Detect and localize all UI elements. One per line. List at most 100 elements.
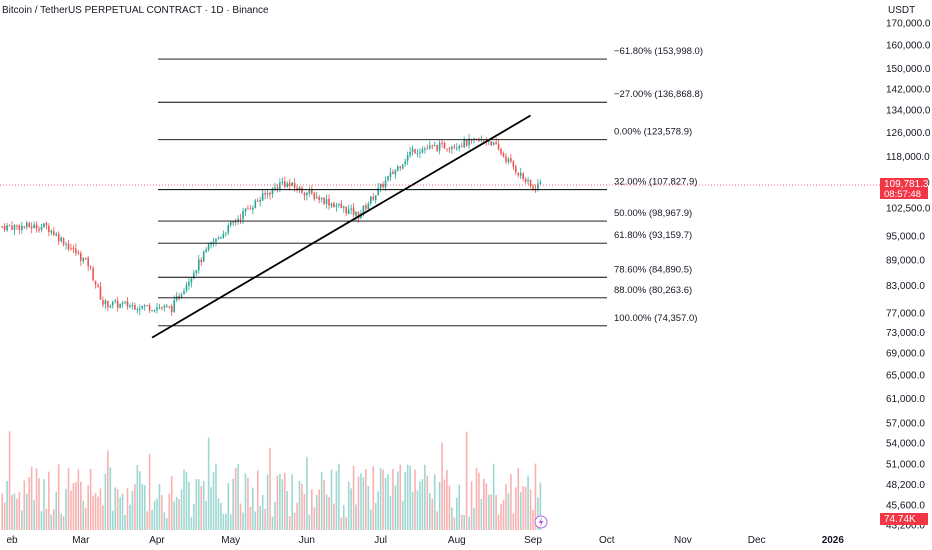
volume-bar	[473, 508, 475, 530]
time-tick-label: Aug	[448, 535, 466, 546]
volume-bar	[524, 486, 527, 530]
volume-bar	[3, 502, 6, 530]
volume-bar	[104, 473, 107, 530]
candle-body	[40, 226, 43, 230]
candle-body	[84, 258, 87, 260]
volume-bar	[82, 500, 85, 530]
volume-bar	[372, 466, 375, 530]
volume-bar	[119, 497, 121, 530]
candle-body	[25, 222, 28, 228]
volume-bar	[40, 511, 43, 530]
candle-body	[107, 301, 109, 308]
volume-bar	[193, 504, 195, 530]
volume-bar	[163, 512, 166, 530]
volume-bar	[166, 517, 168, 530]
trendline-group	[151, 114, 531, 339]
candle-body	[13, 225, 16, 230]
candle-body	[3, 226, 6, 230]
fib-level-label: −27.00% (136,868.8)	[614, 89, 703, 100]
candle-body	[207, 244, 210, 250]
volume-bar	[148, 453, 151, 530]
candle-body	[229, 222, 232, 225]
candle-body	[43, 223, 45, 228]
candle-body	[438, 142, 441, 151]
candle-body	[6, 225, 8, 231]
volume-bar	[355, 504, 357, 530]
candle-body	[458, 145, 461, 149]
candle-body	[421, 149, 424, 153]
volume-bar	[234, 468, 237, 530]
volume-bar	[537, 497, 539, 530]
candle-body	[419, 152, 421, 154]
candle-body	[495, 142, 497, 145]
candle-body	[465, 139, 468, 146]
volume-bar	[460, 514, 463, 530]
candle-body	[374, 195, 377, 201]
candle-body	[401, 164, 404, 169]
volume-bar	[419, 481, 421, 530]
time-tick-label: eb	[6, 535, 18, 546]
candle-body	[170, 305, 173, 313]
candle-body	[519, 172, 522, 176]
candle-body	[414, 149, 416, 154]
candle-body	[183, 291, 185, 294]
candle-body	[148, 305, 151, 311]
candle-body	[146, 305, 148, 307]
volume-bar	[475, 467, 478, 530]
candle-body	[394, 170, 397, 175]
price-tick-label: 160,000.0	[886, 41, 931, 52]
volume-bar	[131, 490, 134, 530]
volume-bar	[161, 494, 163, 530]
volume-bar	[232, 478, 234, 530]
volume-bar	[205, 500, 207, 530]
volume-bar	[124, 515, 126, 530]
candle-body	[286, 183, 289, 187]
candle-body	[23, 226, 26, 228]
candle-body	[318, 197, 320, 200]
candle-body	[313, 192, 316, 200]
candle-body	[67, 243, 70, 249]
volume-bar	[57, 464, 60, 530]
candle-body	[158, 307, 161, 309]
volume-bar	[433, 474, 436, 530]
volume-bar	[99, 488, 102, 530]
candle-body	[8, 225, 11, 227]
candle-body	[323, 197, 325, 204]
candle-body	[129, 305, 131, 308]
volume-bar	[146, 511, 148, 530]
volume-bar	[333, 503, 335, 530]
price-tick-label: 69,000.0	[886, 349, 925, 360]
volume-bar	[173, 501, 175, 530]
trendline[interactable]	[151, 114, 531, 339]
volume-bar	[362, 477, 365, 530]
volume-bar	[539, 482, 542, 530]
volume-bar	[320, 472, 323, 530]
lightning-icon[interactable]	[534, 515, 548, 529]
candle-body	[65, 244, 67, 246]
candle-body	[232, 221, 234, 223]
volume-bar	[153, 500, 156, 530]
volume-bar	[286, 491, 289, 530]
fib-level-label: 50.00% (98,967.9)	[614, 208, 692, 219]
candle-body	[532, 186, 534, 190]
candle-body	[443, 142, 446, 149]
volume-bar	[111, 510, 114, 530]
volume-bar	[202, 480, 205, 530]
candle-body	[426, 148, 429, 150]
candle-body	[315, 196, 318, 199]
volume-bar	[384, 477, 387, 530]
candle-body	[357, 212, 360, 219]
price-tick-label: 65,000.0	[886, 371, 925, 382]
volume-bar	[330, 469, 333, 530]
volume-bar	[458, 484, 461, 530]
price-tick-label: 89,000.0	[886, 255, 925, 266]
candle-body	[70, 248, 72, 250]
candle-body	[1, 226, 3, 228]
candle-body	[166, 305, 168, 307]
volume-bar	[207, 437, 210, 530]
candle-body	[48, 225, 50, 233]
volume-bar	[387, 474, 389, 530]
volume-bar	[512, 513, 515, 530]
volume-bar	[271, 516, 274, 530]
